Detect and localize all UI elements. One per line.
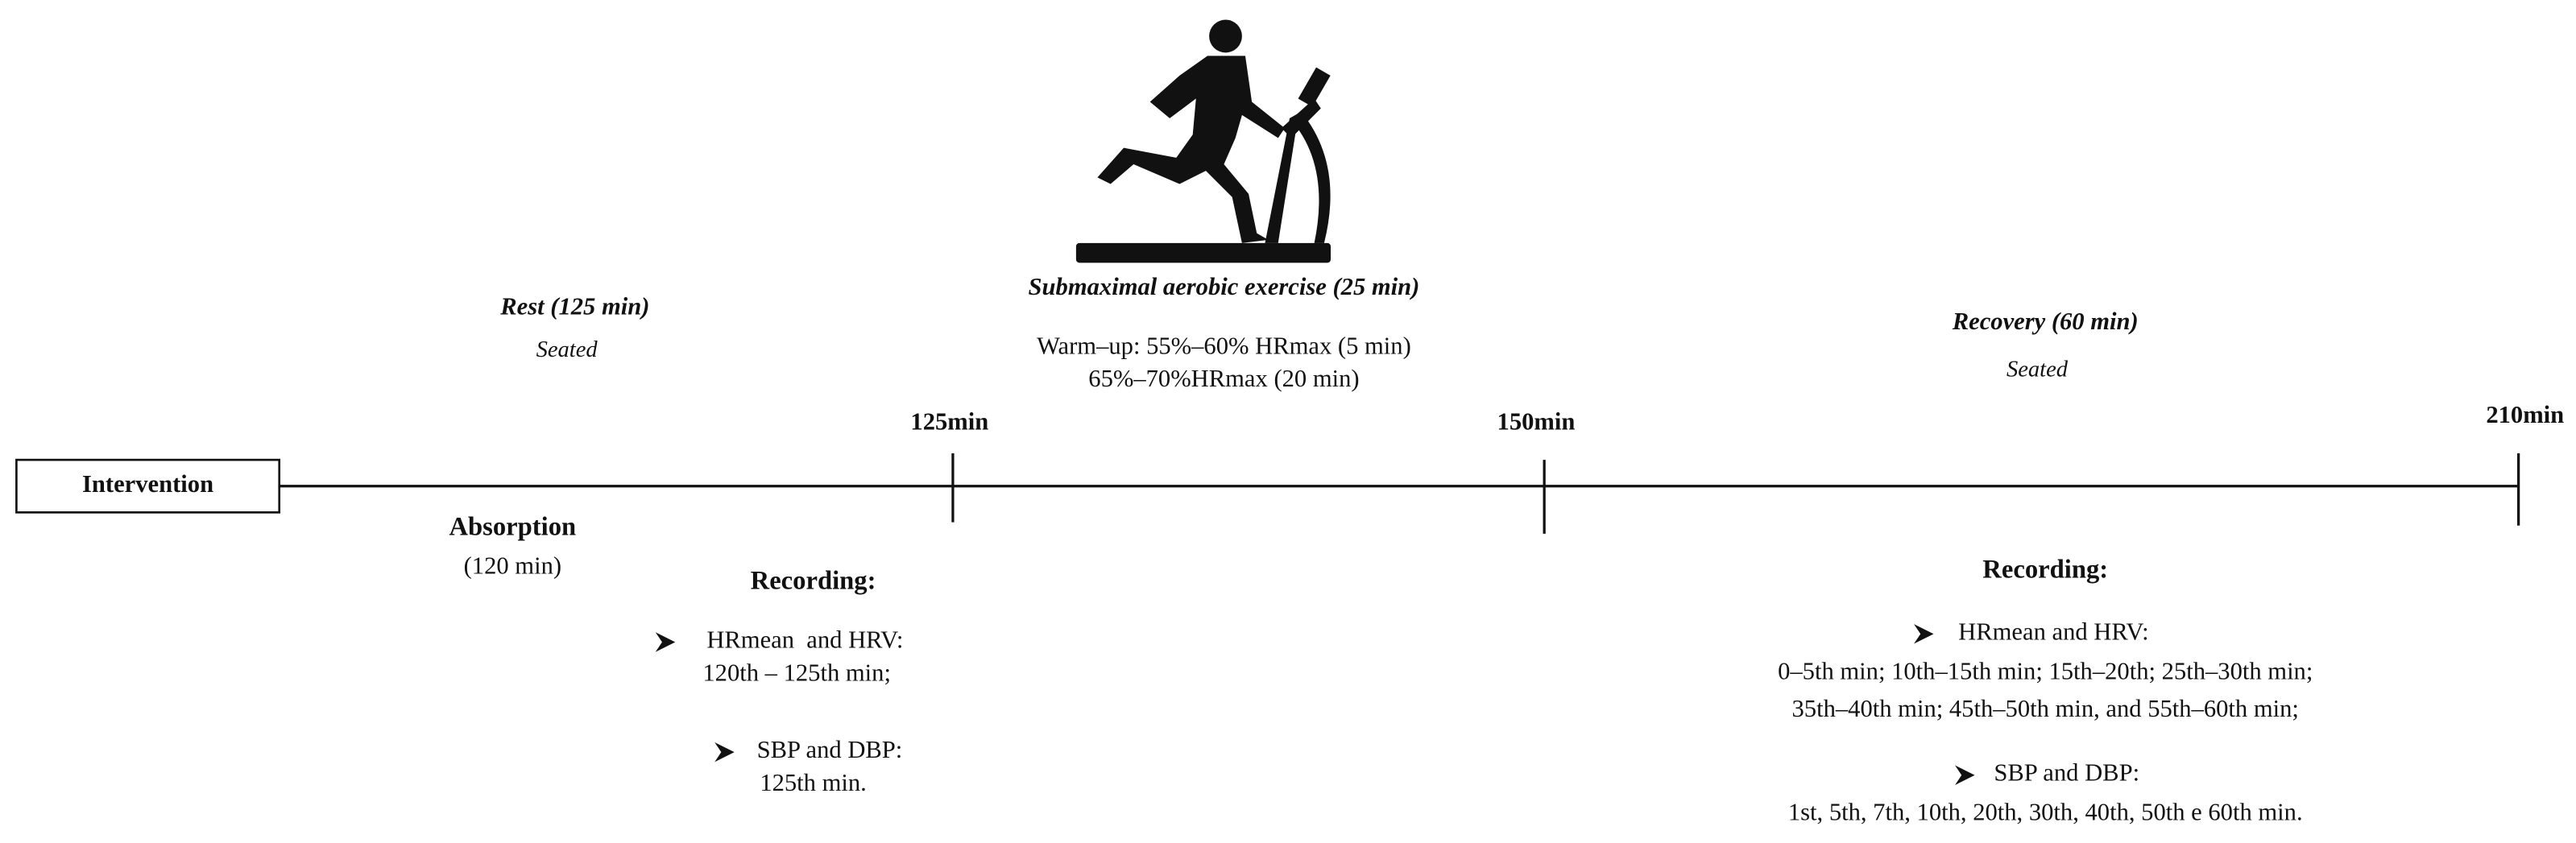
- recording-item: HRmean and HRV:: [1958, 618, 2148, 645]
- bullet-arrow: [714, 742, 735, 762]
- phase-title: Rest (125 min): [499, 293, 649, 320]
- phase-title: Submaximal aerobic exercise (25 min): [1029, 273, 1420, 300]
- recording-line: 125th min.: [760, 769, 867, 796]
- intervention-box: [15, 458, 281, 514]
- time-marker: 125min: [910, 407, 988, 435]
- recording-item: SBP and DBP:: [1994, 759, 2139, 787]
- recording-title: Recording:: [751, 567, 876, 596]
- absorption-duration: (120 min): [464, 552, 561, 580]
- recording-line: 1st, 5th, 7th, 10th, 20th, 30th, 40th, 5…: [1788, 799, 2303, 826]
- phase-title: Recovery (60 min): [1952, 308, 2139, 335]
- phase-subtitle: Seated: [536, 337, 598, 362]
- recording-line: 0–5th min; 10th–15th min; 15th–20th; 25t…: [1778, 657, 2313, 684]
- recording-line: 120th – 125th min;: [702, 659, 891, 686]
- recording-item: SBP and DBP:: [757, 736, 903, 763]
- bullet-arrow: [655, 632, 676, 652]
- treadmill-icon: [1075, 19, 1331, 263]
- time-marker: 150min: [1497, 407, 1576, 435]
- recording-line: 35th–40th min; 45th–50th min, and 55th–6…: [1792, 695, 2299, 722]
- absorption-title: Absorption: [449, 512, 576, 541]
- time-marker: 210min: [2486, 401, 2564, 428]
- phase-detail: 65%–70%HRmax (20 min): [1088, 365, 1359, 392]
- phase-detail: Warm–up: 55%–60% HRmax (5 min): [1037, 332, 1411, 359]
- recording-item: HRmean and HRV:: [706, 626, 903, 654]
- recording-title: Recording:: [1982, 555, 2108, 584]
- bullet-arrow: [1914, 624, 1934, 644]
- intervention-label: Intervention: [82, 470, 213, 498]
- phase-subtitle: Seated: [2007, 357, 2069, 382]
- bullet-arrow: [1955, 765, 1975, 785]
